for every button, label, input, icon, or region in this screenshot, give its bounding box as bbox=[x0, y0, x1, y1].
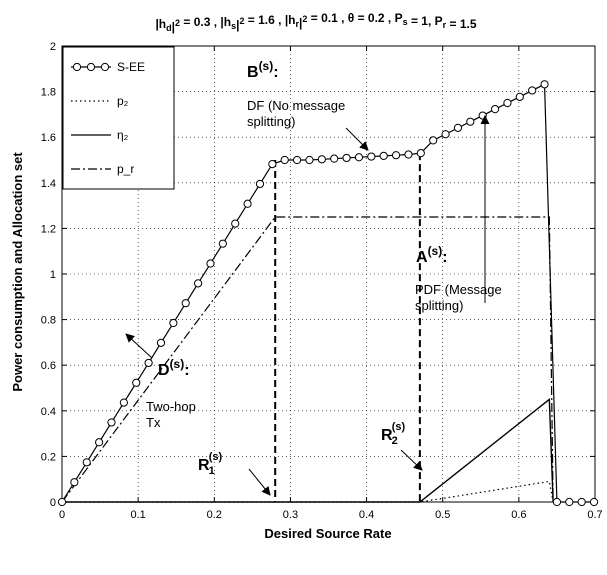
legend-box bbox=[62, 46, 175, 190]
annotation-d-label: D(s): bbox=[158, 357, 190, 379]
annotation-b-text: DF (No message bbox=[247, 98, 345, 113]
x-tick-label: 0.4 bbox=[359, 509, 374, 521]
annotation-r1-label: R1(s) bbox=[198, 451, 222, 477]
y-tick-label: 1.2 bbox=[41, 223, 56, 235]
data-point bbox=[404, 150, 413, 159]
data-point bbox=[330, 154, 339, 163]
series-line-dash-dot bbox=[61, 216, 554, 503]
y-tick-label: 0 bbox=[50, 497, 56, 509]
y-tick-label: 1 bbox=[50, 269, 56, 281]
data-point bbox=[391, 151, 401, 160]
data-point bbox=[466, 117, 475, 126]
y-axis-label: Power consumption and Allocation set bbox=[10, 152, 25, 392]
y-tick-label: 1.6 bbox=[41, 132, 56, 144]
data-point bbox=[453, 123, 463, 132]
series-layer bbox=[57, 80, 599, 507]
data-point bbox=[292, 155, 302, 165]
data-point bbox=[354, 153, 364, 162]
legend-marker bbox=[100, 62, 110, 72]
data-point bbox=[589, 497, 599, 507]
series-line-dotted bbox=[62, 480, 554, 503]
data-point bbox=[305, 155, 314, 165]
annotation-b-text: splitting) bbox=[247, 114, 295, 129]
data-point bbox=[156, 338, 166, 347]
x-tick-label: 0.6 bbox=[511, 509, 526, 521]
data-point bbox=[57, 497, 67, 507]
annotation-arrow bbox=[125, 333, 153, 359]
data-point bbox=[119, 398, 128, 407]
annotation-a-text: splitting) bbox=[415, 298, 463, 313]
annotation-a-label: A(s): bbox=[416, 244, 448, 266]
data-point bbox=[379, 151, 388, 160]
data-point bbox=[132, 378, 141, 387]
y-tick-label: 1.8 bbox=[41, 87, 56, 99]
data-point bbox=[552, 497, 562, 507]
annotation-r2-label: R2(s) bbox=[381, 421, 405, 447]
x-tick-label: 0.2 bbox=[207, 509, 222, 521]
annotation-arrow bbox=[345, 127, 369, 151]
legend-entry: p₂ bbox=[117, 94, 129, 108]
data-point bbox=[515, 92, 524, 101]
y-tick-label: 0.2 bbox=[41, 451, 56, 463]
data-point bbox=[429, 136, 438, 145]
x-tick-label: 0.7 bbox=[587, 509, 602, 521]
annotation-d-text: Two-hop bbox=[146, 399, 196, 414]
legend-entry: η₂ bbox=[117, 128, 129, 142]
data-point bbox=[194, 279, 203, 288]
series-line-solid bbox=[62, 397, 554, 503]
y-tick-label: 2 bbox=[50, 41, 56, 53]
data-point bbox=[107, 418, 116, 427]
y-tick-label: 0.8 bbox=[41, 315, 56, 327]
data-point bbox=[218, 239, 227, 248]
data-point bbox=[268, 160, 277, 169]
legend-entry: p_r bbox=[117, 162, 134, 176]
data-point bbox=[206, 259, 215, 268]
x-ticks: 0 0.1 0.2 0.3 0.4 0.5 0.6 0.7 bbox=[59, 46, 603, 521]
annotation-arrow bbox=[400, 449, 423, 471]
data-point bbox=[441, 130, 450, 139]
data-point bbox=[255, 179, 265, 189]
data-point bbox=[243, 199, 252, 208]
data-point bbox=[82, 458, 91, 467]
data-point bbox=[231, 219, 240, 228]
data-point bbox=[317, 155, 326, 164]
legend-marker bbox=[86, 62, 96, 72]
data-point bbox=[95, 438, 104, 447]
data-point bbox=[490, 105, 500, 114]
annotation-b-label: B(s): bbox=[247, 59, 279, 81]
y-tick-label: 0.6 bbox=[41, 360, 56, 372]
data-point bbox=[169, 318, 178, 328]
data-point bbox=[503, 98, 512, 108]
annotation-a-text: PDF (Message bbox=[415, 282, 502, 297]
data-point bbox=[367, 152, 376, 161]
legend-marker bbox=[72, 62, 82, 72]
y-tick-label: 0.4 bbox=[41, 406, 56, 418]
x-tick-label: 0.1 bbox=[130, 509, 145, 521]
x-tick-label: 0.3 bbox=[283, 509, 298, 521]
legend: S-EE p₂ η₂ p_r bbox=[62, 46, 175, 190]
x-axis-label: Desired Source Rate bbox=[264, 526, 391, 541]
data-point bbox=[528, 86, 537, 95]
annotation-arrow bbox=[248, 468, 271, 496]
data-point bbox=[181, 299, 190, 308]
reference-lines bbox=[274, 153, 421, 502]
data-point bbox=[565, 497, 574, 507]
data-point bbox=[540, 80, 549, 89]
y-ticks: 0 0.2 0.4 0.6 0.8 1 1.2 1.4 1.6 1.8 2 bbox=[41, 41, 595, 509]
x-tick-label: 0 bbox=[59, 509, 65, 521]
data-point bbox=[416, 149, 425, 158]
chart-title: |hd|2 = 0.3 , |hs|2 = 1.6 , |hr|2 = 0.1 … bbox=[155, 11, 476, 34]
data-point bbox=[577, 497, 586, 507]
data-point bbox=[280, 155, 289, 165]
legend-entry: S-EE bbox=[117, 60, 145, 74]
data-point bbox=[144, 358, 153, 368]
annotation-d-text: Tx bbox=[146, 415, 161, 430]
y-tick-label: 1.4 bbox=[41, 178, 56, 190]
x-tick-label: 0.5 bbox=[435, 509, 450, 521]
data-point bbox=[342, 153, 351, 163]
data-point bbox=[70, 478, 79, 487]
